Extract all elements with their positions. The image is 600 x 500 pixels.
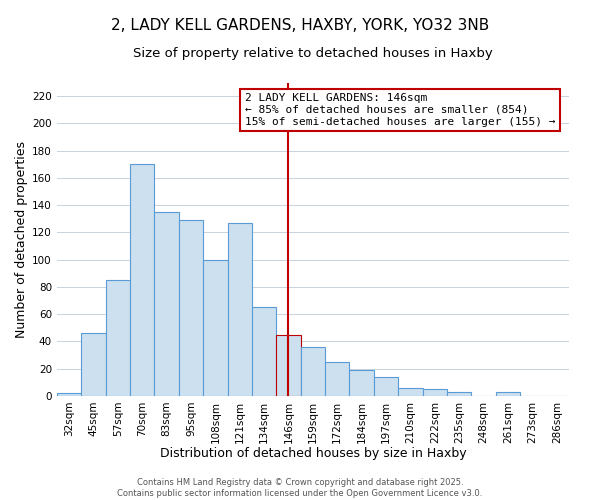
Bar bbox=[301, 347, 325, 396]
Text: 2, LADY KELL GARDENS, HAXBY, YORK, YO32 3NB: 2, LADY KELL GARDENS, HAXBY, YORK, YO32 … bbox=[111, 18, 489, 32]
Bar bbox=[106, 280, 130, 396]
Y-axis label: Number of detached properties: Number of detached properties bbox=[15, 140, 28, 338]
Bar bbox=[130, 164, 154, 396]
Bar bbox=[349, 370, 374, 396]
Bar bbox=[81, 333, 106, 396]
Text: 2 LADY KELL GARDENS: 146sqm
← 85% of detached houses are smaller (854)
15% of se: 2 LADY KELL GARDENS: 146sqm ← 85% of det… bbox=[245, 94, 555, 126]
Bar bbox=[154, 212, 179, 396]
Bar bbox=[227, 223, 252, 396]
Bar bbox=[374, 377, 398, 396]
Bar bbox=[57, 393, 81, 396]
Bar bbox=[398, 388, 422, 396]
Bar bbox=[203, 260, 227, 396]
Bar bbox=[179, 220, 203, 396]
X-axis label: Distribution of detached houses by size in Haxby: Distribution of detached houses by size … bbox=[160, 447, 466, 460]
Bar bbox=[325, 362, 349, 396]
Bar bbox=[252, 308, 277, 396]
Bar bbox=[277, 334, 301, 396]
Bar bbox=[422, 389, 447, 396]
Bar bbox=[447, 392, 472, 396]
Bar bbox=[496, 392, 520, 396]
Text: Contains HM Land Registry data © Crown copyright and database right 2025.
Contai: Contains HM Land Registry data © Crown c… bbox=[118, 478, 482, 498]
Title: Size of property relative to detached houses in Haxby: Size of property relative to detached ho… bbox=[133, 48, 493, 60]
